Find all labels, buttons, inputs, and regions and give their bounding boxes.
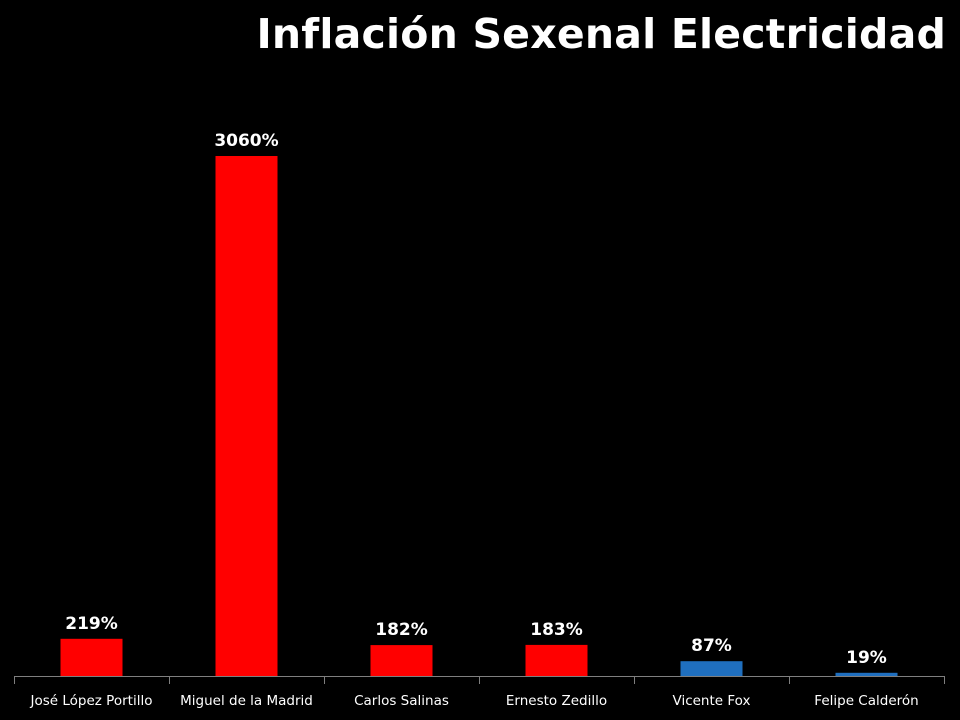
x-tick-label-carlos-salinas: Carlos Salinas bbox=[354, 693, 449, 709]
x-tick-label-ernesto-zedillo: Ernesto Zedillo bbox=[506, 693, 607, 709]
data-labels-group: 219% 3060% 182% 183% 87% 19% bbox=[65, 131, 887, 668]
bar-felipe-calderon bbox=[835, 672, 898, 676]
chart-title: Inflación Sexenal Electricidad bbox=[256, 10, 946, 58]
data-label-miguel-de-la-madrid: 3060% bbox=[214, 131, 278, 151]
data-label-ernesto-zedillo: 183% bbox=[530, 620, 583, 640]
x-axis bbox=[14, 676, 945, 684]
bar-jose-lopez-portillo bbox=[60, 638, 123, 676]
data-label-jose-lopez-portillo: 219% bbox=[65, 614, 118, 634]
x-tick-label-vicente-fox: Vicente Fox bbox=[673, 693, 751, 709]
bar-ernesto-zedillo bbox=[525, 644, 588, 676]
x-tick-labels-group: José López Portillo Miguel de la Madrid Ca… bbox=[30, 693, 919, 709]
bar-miguel-de-la-madrid bbox=[215, 156, 278, 676]
x-tick-label-felipe-calderon: Felipe Calderón bbox=[814, 693, 918, 709]
bar-vicente-fox bbox=[680, 661, 743, 676]
bars-group bbox=[60, 156, 898, 676]
data-label-carlos-salinas: 182% bbox=[375, 620, 428, 640]
x-tick-label-miguel-de-la-madrid: Miguel de la Madrid bbox=[180, 693, 313, 709]
data-label-felipe-calderon: 19% bbox=[846, 648, 887, 668]
x-tick-label-jose-lopez-portillo: José López Portillo bbox=[30, 693, 153, 709]
bar-carlos-salinas bbox=[370, 645, 433, 676]
data-label-vicente-fox: 87% bbox=[691, 636, 732, 656]
